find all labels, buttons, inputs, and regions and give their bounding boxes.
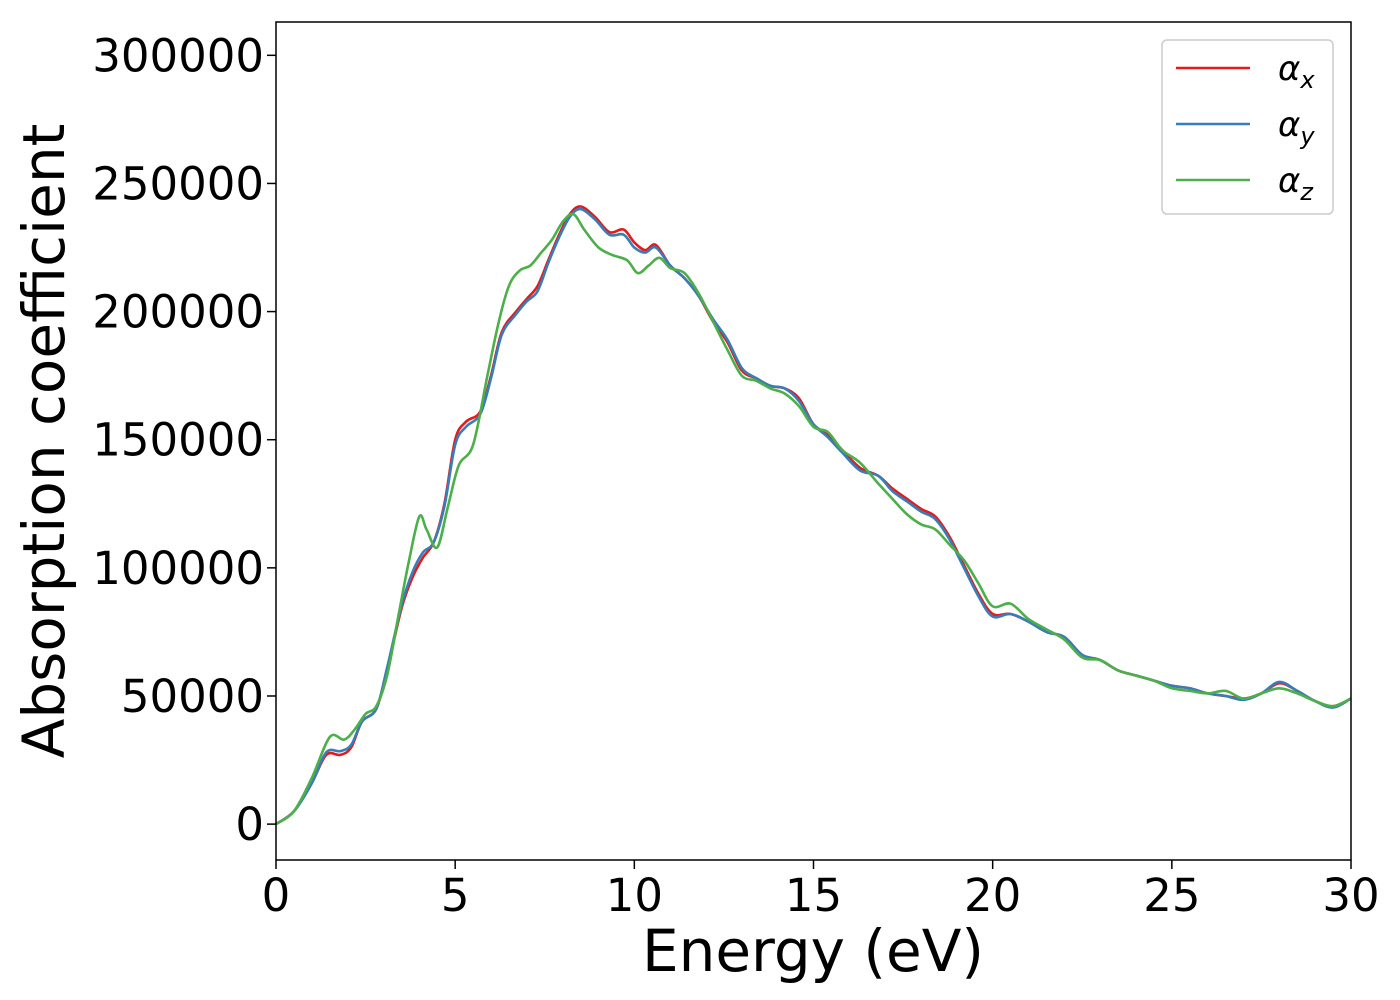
- series-layer: [275, 205, 1352, 826]
- legend-subscript: z: [1299, 178, 1314, 206]
- y-tick-label: 200000: [92, 286, 264, 339]
- series-line-z: [275, 212, 1352, 826]
- legend-subscript: y: [1299, 122, 1315, 150]
- x-axis: 0 5 10 15 20 25 30: [262, 860, 1380, 922]
- y-tick-label: 50000: [121, 670, 264, 723]
- y-tick-label: 100000: [92, 542, 264, 595]
- y-axis: 0 50000 100000 150000 200000 250000 300000: [92, 29, 276, 851]
- x-tick-label: 25: [1143, 869, 1200, 922]
- x-tick-label: 0: [262, 869, 291, 922]
- x-tick-label: 20: [964, 869, 1021, 922]
- x-tick-label: 10: [606, 869, 663, 922]
- x-tick-label: 15: [785, 869, 842, 922]
- y-tick-label: 0: [235, 798, 264, 851]
- x-axis-title: Energy (eV): [642, 917, 984, 985]
- x-tick-label: 30: [1322, 869, 1379, 922]
- series-line-x: [275, 205, 1352, 826]
- y-tick-label: 150000: [92, 414, 264, 467]
- y-axis-title: Absorption coefficient: [10, 124, 78, 759]
- y-tick-label: 250000: [92, 157, 264, 210]
- series-line-y: [275, 207, 1352, 826]
- legend-box: [1161, 39, 1334, 215]
- legend-subscript: x: [1299, 66, 1315, 94]
- x-tick-label: 5: [441, 869, 470, 922]
- y-tick-label: 300000: [92, 29, 264, 82]
